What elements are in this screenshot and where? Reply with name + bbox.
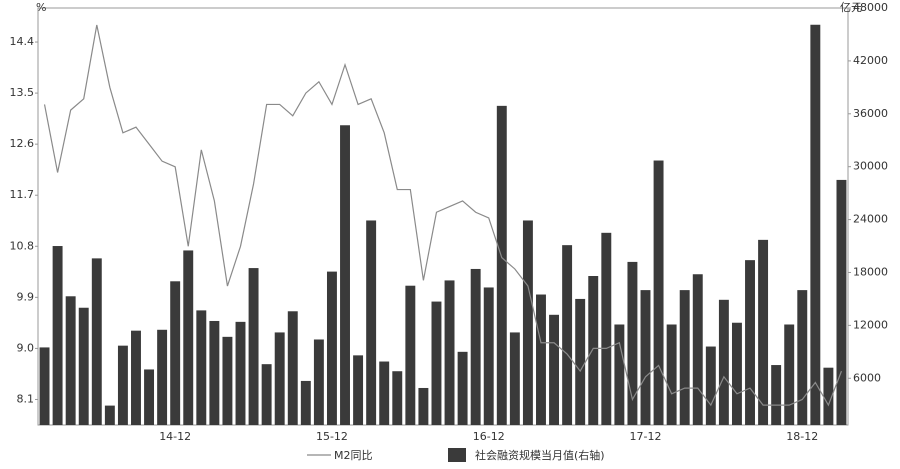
bar [170, 281, 181, 425]
x-tick-label: 14-12 [159, 430, 191, 443]
bar [679, 290, 690, 425]
y2-tick-label: 18000 [853, 265, 888, 278]
bar [614, 324, 625, 425]
y2-tick-label: 24000 [853, 213, 888, 226]
bar [78, 307, 89, 425]
bar [274, 332, 285, 425]
bar [39, 347, 50, 425]
bar [222, 336, 233, 425]
bar [483, 287, 494, 425]
bar [640, 290, 651, 425]
bar [117, 345, 128, 425]
y2-tick-label: 48000 [853, 1, 888, 14]
plot-frame [37, 7, 849, 426]
bar [300, 380, 311, 425]
bar [536, 294, 546, 425]
bar [692, 274, 703, 425]
bar [131, 330, 141, 425]
y2-tick-label: 6000 [853, 371, 881, 384]
y-tick-label: 9.9 [17, 290, 35, 303]
y-tick-label: 11.7 [10, 188, 35, 201]
bar [575, 298, 586, 425]
x-tick-label: 15-12 [316, 430, 348, 443]
y-tick-label: 9.0 [17, 341, 35, 354]
y-tick-label: 8.1 [17, 392, 35, 405]
bar [758, 239, 769, 425]
bar [183, 250, 194, 425]
bar [287, 311, 298, 425]
bar [405, 285, 416, 425]
bar [196, 310, 207, 425]
bar [313, 339, 324, 425]
y-tick-label: 10.8 [10, 239, 35, 252]
bar [104, 405, 115, 425]
line [43, 24, 843, 407]
y2-tick-label: 12000 [853, 318, 888, 331]
bar [588, 276, 599, 425]
bar [418, 387, 429, 425]
bar [549, 314, 560, 425]
x-tick-label: 17-12 [630, 430, 662, 443]
bar [562, 245, 573, 425]
bar [836, 179, 847, 425]
bar [745, 260, 755, 425]
bar [91, 258, 102, 425]
bar [784, 324, 795, 425]
bar [157, 329, 168, 425]
bar [771, 365, 782, 425]
bar [457, 351, 468, 425]
y2-tick-label: 36000 [853, 107, 888, 120]
y-tick-label: 14.4 [10, 35, 35, 48]
bar [353, 355, 364, 425]
bar [705, 346, 716, 425]
legend-label: 社会融资规模当月值(右轴) [475, 448, 605, 462]
bar [392, 371, 403, 425]
bar [522, 220, 533, 425]
legend-label: M2同比 [334, 449, 373, 462]
x-tick-label: 18-12 [786, 430, 818, 443]
bar [65, 296, 76, 425]
bar [431, 301, 442, 425]
bar [810, 24, 821, 426]
bar [444, 280, 455, 425]
x-tick-label: 16-12 [473, 430, 505, 443]
bar [666, 324, 677, 425]
bar [366, 220, 377, 425]
legend-swatch [448, 448, 466, 462]
bar [248, 268, 259, 425]
bar [470, 268, 481, 425]
bar [261, 364, 272, 425]
bar [731, 322, 742, 425]
bar [718, 299, 729, 425]
bar [326, 271, 337, 425]
bar [797, 290, 808, 425]
y2-tick-label: 30000 [853, 160, 888, 173]
bar [601, 232, 612, 425]
bar [379, 361, 390, 425]
bar [496, 105, 507, 426]
bar [235, 321, 246, 425]
y-tick-label: 12.6 [10, 137, 35, 150]
y-tick-label: 13.5 [10, 86, 35, 99]
bar [653, 160, 664, 425]
bar [209, 320, 220, 425]
y2-tick-label: 42000 [853, 54, 888, 67]
bar [627, 261, 638, 425]
bar [52, 246, 63, 425]
bar [509, 332, 520, 425]
bar [823, 367, 834, 425]
bar [144, 369, 155, 425]
y-axis-label: % [36, 1, 46, 14]
bar [340, 125, 350, 426]
